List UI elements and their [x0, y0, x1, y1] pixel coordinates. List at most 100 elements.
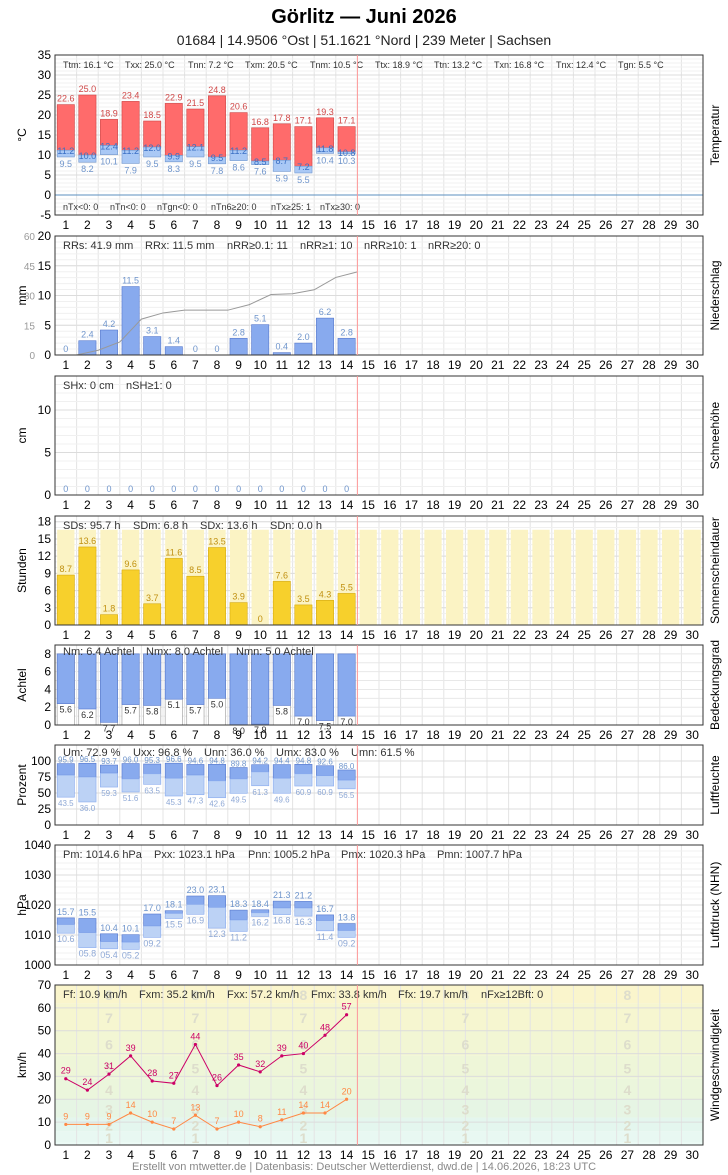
beaufort-label: 3: [192, 1101, 200, 1117]
x-tick-label: 25: [578, 358, 592, 372]
tmean-label: 11.2: [122, 146, 139, 156]
pressure-max-bar: [251, 909, 270, 914]
pressure-min-label: 15.5: [165, 920, 183, 930]
tmin-bar: [316, 147, 334, 154]
sun-bar: [78, 546, 97, 626]
y-tick-label: 0: [44, 818, 51, 832]
max-sun-bar: [467, 529, 485, 625]
x-tick-label: 29: [664, 1148, 678, 1162]
sun-label: 1.8: [103, 604, 116, 614]
humidity-max-bar: [251, 764, 270, 773]
x-tick-label: 3: [106, 728, 113, 742]
panel-name: Luftfeuchte: [708, 755, 722, 815]
beaufort-label: 3: [105, 1101, 113, 1117]
x-tick-label: 9: [235, 358, 242, 372]
x-tick-label: 11: [276, 498, 289, 512]
x-tick-label: 14: [340, 828, 354, 842]
beaufort-label: 8: [462, 987, 470, 1003]
x-tick-label: 19: [448, 1148, 462, 1162]
x-tick-label: 9: [235, 828, 242, 842]
cloud-label: 7.5: [319, 722, 332, 732]
pressure-min-label: 11.2: [230, 932, 247, 942]
humidity-max-label: 86.0: [339, 762, 355, 771]
stat-label: SDn: 0.0 h: [270, 520, 322, 532]
humidity-max-bar: [164, 762, 183, 779]
tmean-label: 11.8: [317, 144, 334, 154]
wind-max-label: 40: [298, 1041, 308, 1051]
pressure-min-label: 16.2: [251, 917, 269, 927]
x-tick-label: 21: [491, 498, 505, 512]
y-tick-label: 100: [31, 754, 51, 768]
pressure-min-label: 16.8: [273, 916, 291, 926]
x-tick-label: 21: [491, 728, 505, 742]
pressure-max-bar: [143, 913, 162, 927]
beaufort-label: 8: [300, 987, 308, 1003]
beaufort-label: 7: [462, 1010, 470, 1026]
rain-label: 6.2: [319, 307, 332, 317]
y-axis-label: cm: [15, 428, 29, 444]
pressure-max-bar: [121, 934, 140, 943]
x-tick-label: 9: [235, 498, 242, 512]
snow-label: 0: [85, 484, 90, 494]
stat-label: Tnx: 12.4 °C: [556, 60, 607, 70]
wind-max-point: [150, 1079, 154, 1083]
tmin-label: 9.5: [189, 159, 202, 169]
wind-mean-point: [64, 1122, 68, 1127]
y-tick-label: 75: [38, 770, 52, 784]
humidity-max-label: 94.8: [296, 756, 312, 765]
rain-bar: [229, 338, 248, 356]
x-tick-label: 24: [556, 498, 570, 512]
wind-max-point: [107, 1072, 111, 1076]
stat-label: Tgn: 5.5 °C: [618, 60, 664, 70]
humidity-min-bar: [78, 776, 97, 803]
wind-mean-point: [129, 1111, 133, 1115]
panel-windgeschwindigkeit: 1111122222333334444455555666667777788888…: [15, 978, 722, 1162]
x-tick-label: 30: [686, 1148, 700, 1162]
tmin-label: 7.6: [254, 167, 267, 177]
rain-label: 5.1: [254, 314, 267, 324]
x-tick-label: 9: [235, 728, 242, 742]
x-tick-label: 15: [362, 1148, 376, 1162]
y-tick-label: 10: [38, 403, 52, 417]
pressure-min-bar: [208, 907, 226, 929]
y-tick-label: 25: [38, 802, 52, 816]
sun-bar: [316, 600, 334, 626]
cloud-label: 5.1: [168, 700, 181, 710]
tmax-label: 22.6: [57, 94, 75, 104]
humidity-min-label: 36.0: [80, 804, 96, 813]
pressure-min-label: 16.3: [295, 917, 313, 927]
pressure-min-bar: [337, 930, 356, 938]
tmin-label: 8.6: [232, 163, 245, 173]
sun-bar: [294, 604, 313, 626]
beaufort-label: 4: [462, 1082, 470, 1098]
wind-max-label: 27: [169, 1070, 179, 1080]
x-tick-label: 4: [127, 498, 134, 512]
x-tick-label: 7: [192, 628, 199, 642]
x-tick-label: 20: [470, 828, 484, 842]
y-tick-label-cumulative: 45: [24, 262, 36, 273]
x-tick-label: 15: [362, 218, 376, 232]
stat-label: Fxx: 57.2 km/h: [227, 989, 299, 1001]
x-tick-label: 20: [470, 218, 484, 232]
y-tick-label: 1020: [24, 898, 51, 912]
x-tick-label: 8: [214, 728, 221, 742]
cloud-label: 5.6: [60, 705, 73, 715]
cloud-bar: [337, 653, 356, 717]
y-tick-label: 10: [38, 1115, 52, 1129]
tmin-label: 8.2: [81, 164, 94, 174]
x-tick-label: 6: [170, 218, 177, 232]
x-tick-label: 3: [106, 498, 113, 512]
x-tick-label: 10: [254, 1148, 268, 1162]
wind-max-label: 35: [234, 1052, 244, 1062]
plot-border: [54, 744, 704, 826]
beaufort-label: 8: [192, 987, 200, 1003]
tmax-label: 23.4: [122, 90, 140, 100]
sun-label: 3.5: [297, 594, 310, 604]
panel-sonnenscheindauer: 8.7 13.6 1.8 9.6 3.7 11.6 8.5 13.5 3.9 0 7.6 3.5 4.3…: [15, 515, 722, 642]
beaufort-label: 4: [624, 1082, 632, 1098]
x-tick-label: 26: [599, 828, 613, 842]
wind-mean-label: 14: [126, 1100, 136, 1110]
stat-label: Umn: 61.5 %: [351, 747, 415, 759]
x-tick-label: 23: [534, 728, 548, 742]
pressure-min-bar: [229, 919, 248, 932]
